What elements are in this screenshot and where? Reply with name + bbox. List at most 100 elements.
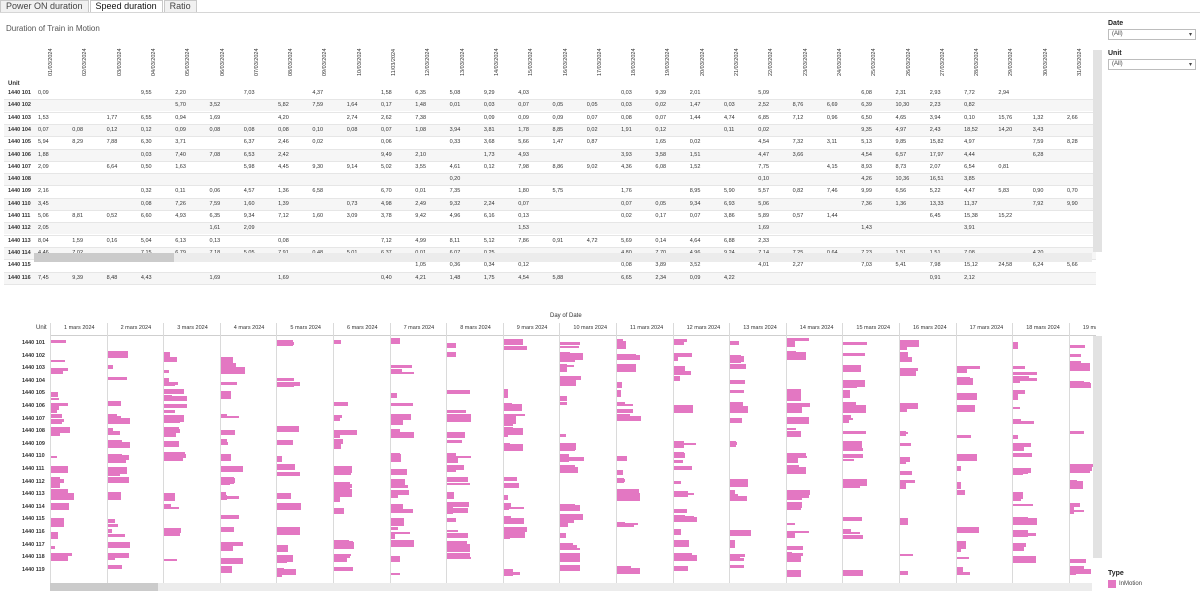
motion-bar[interactable] bbox=[334, 401, 348, 406]
motion-bar[interactable] bbox=[1013, 372, 1037, 376]
table-cell[interactable]: 9,85 bbox=[895, 139, 907, 146]
motion-bar[interactable] bbox=[164, 370, 169, 374]
date-column-header[interactable]: 09/03/2024 bbox=[322, 48, 329, 76]
table-cell[interactable]: 0,07 bbox=[689, 213, 701, 219]
motion-bar[interactable] bbox=[730, 489, 736, 497]
table-cell[interactable]: 0,03 bbox=[724, 102, 735, 109]
table-cell[interactable]: 8,76 bbox=[792, 102, 804, 109]
motion-bar[interactable] bbox=[843, 531, 861, 535]
motion-bar[interactable] bbox=[390, 508, 414, 513]
motion-bar[interactable] bbox=[900, 357, 913, 363]
table-cell[interactable]: 0,02 bbox=[758, 126, 770, 133]
motion-bar[interactable] bbox=[390, 489, 409, 496]
motion-bar[interactable] bbox=[617, 390, 622, 398]
table-cell[interactable]: 0,02 bbox=[689, 139, 701, 146]
motion-bar[interactable] bbox=[277, 527, 300, 535]
motion-bar[interactable] bbox=[900, 402, 919, 409]
motion-bar[interactable] bbox=[673, 443, 697, 446]
table-cell[interactable]: 6,35 bbox=[415, 90, 427, 96]
table-cell[interactable]: 2,05 bbox=[38, 225, 49, 232]
motion-bar[interactable] bbox=[164, 558, 178, 561]
motion-bar[interactable] bbox=[164, 395, 173, 399]
unit-row-label[interactable]: 1440 106 bbox=[22, 403, 45, 409]
motion-bar[interactable] bbox=[220, 514, 240, 519]
table-cell[interactable]: 0,16 bbox=[106, 237, 118, 244]
unit-row-label[interactable]: 1440 102 bbox=[22, 352, 45, 359]
motion-bar[interactable] bbox=[390, 452, 401, 456]
motion-bar[interactable] bbox=[1069, 464, 1092, 472]
motion-bar[interactable] bbox=[673, 459, 684, 464]
motion-bar[interactable] bbox=[334, 415, 340, 422]
motion-bar[interactable] bbox=[900, 368, 917, 376]
date-column-header[interactable]: 22/03/2024 bbox=[768, 48, 775, 76]
table-cell[interactable]: 0,01 bbox=[415, 188, 427, 195]
table-cell[interactable]: 6,24 bbox=[1032, 262, 1044, 269]
table-cell[interactable]: 7,12 bbox=[381, 237, 392, 244]
motion-bar[interactable] bbox=[503, 443, 510, 450]
motion-bar[interactable] bbox=[1069, 572, 1077, 576]
motion-bar[interactable] bbox=[447, 529, 459, 532]
motion-bar[interactable] bbox=[1013, 389, 1026, 395]
table-cell[interactable]: 5,66 bbox=[1067, 262, 1078, 269]
motion-bar[interactable] bbox=[617, 524, 635, 527]
motion-bar[interactable] bbox=[843, 382, 857, 388]
motion-bar[interactable] bbox=[390, 532, 396, 540]
table-cell[interactable]: 0,10 bbox=[758, 176, 770, 183]
date-column-header[interactable]: 28/03/2024 bbox=[974, 48, 981, 76]
motion-bar[interactable] bbox=[786, 340, 796, 347]
table-cell[interactable]: 4,80 bbox=[621, 250, 632, 256]
motion-bar[interactable] bbox=[107, 454, 123, 463]
table-cell[interactable]: 0,81 bbox=[998, 163, 1010, 170]
motion-bar[interactable] bbox=[334, 509, 340, 513]
motion-bar[interactable] bbox=[164, 493, 176, 501]
motion-bar[interactable] bbox=[164, 430, 176, 438]
motion-bar[interactable] bbox=[51, 421, 62, 424]
motion-bar[interactable] bbox=[220, 439, 228, 444]
unit-row-label[interactable]: 1440 105 bbox=[22, 390, 45, 397]
motion-bar[interactable] bbox=[560, 466, 579, 474]
motion-bar[interactable] bbox=[503, 394, 509, 399]
motion-bar[interactable] bbox=[164, 381, 179, 385]
table-cell[interactable]: 0,02 bbox=[621, 213, 632, 219]
table-cell[interactable]: 7,46 bbox=[826, 188, 838, 195]
motion-bar[interactable] bbox=[107, 519, 115, 523]
motion-bar[interactable] bbox=[560, 375, 582, 380]
motion-bar[interactable] bbox=[503, 483, 519, 489]
table-cell[interactable]: 0,02 bbox=[312, 139, 324, 146]
unit-row-label[interactable]: 1440 112 bbox=[8, 225, 31, 232]
table-cell[interactable]: 2,62 bbox=[381, 114, 392, 121]
table-cell[interactable]: 5,22 bbox=[929, 188, 941, 195]
table-cell[interactable]: 8,48 bbox=[106, 274, 118, 281]
motion-bar[interactable] bbox=[786, 456, 799, 463]
table-cell[interactable]: 7,75 bbox=[758, 163, 770, 170]
motion-bar[interactable] bbox=[390, 484, 409, 488]
motion-bar[interactable] bbox=[164, 442, 170, 446]
table-cell[interactable]: 8,93 bbox=[861, 163, 872, 170]
table-cell[interactable]: 15,22 bbox=[998, 213, 1013, 219]
motion-bar[interactable] bbox=[786, 352, 807, 360]
table-cell[interactable]: 11,37 bbox=[964, 200, 978, 207]
table-cell[interactable]: 8,28 bbox=[1067, 139, 1078, 146]
table-cell[interactable]: 4,97 bbox=[895, 126, 907, 133]
table-cell[interactable]: 6,85 bbox=[758, 114, 770, 121]
table-cell[interactable]: 0,03 bbox=[621, 90, 632, 96]
motion-bar[interactable] bbox=[220, 491, 227, 496]
motion-bar[interactable] bbox=[220, 465, 240, 471]
motion-bar[interactable] bbox=[617, 354, 640, 360]
table-cell[interactable]: 2,10 bbox=[415, 151, 427, 158]
table-cell[interactable]: 0,08 bbox=[140, 200, 152, 207]
motion-bar[interactable] bbox=[560, 434, 566, 438]
table-cell[interactable]: 1,51 bbox=[689, 151, 701, 158]
motion-bar[interactable] bbox=[1069, 431, 1085, 435]
motion-bar[interactable] bbox=[1013, 453, 1030, 456]
motion-bar[interactable] bbox=[1069, 568, 1092, 575]
motion-bar[interactable] bbox=[673, 405, 694, 413]
date-column-header[interactable]: 01/03/2024 bbox=[48, 48, 54, 76]
table-cell[interactable]: 6,88 bbox=[724, 237, 735, 244]
table-cell[interactable]: 0,33 bbox=[449, 139, 461, 146]
motion-bar[interactable] bbox=[51, 546, 56, 550]
table-cell[interactable]: 0,12 bbox=[483, 163, 495, 170]
motion-bar[interactable] bbox=[334, 489, 353, 498]
table-cell[interactable]: 5,88 bbox=[552, 274, 564, 281]
table-cell[interactable]: 3,81 bbox=[483, 126, 495, 133]
